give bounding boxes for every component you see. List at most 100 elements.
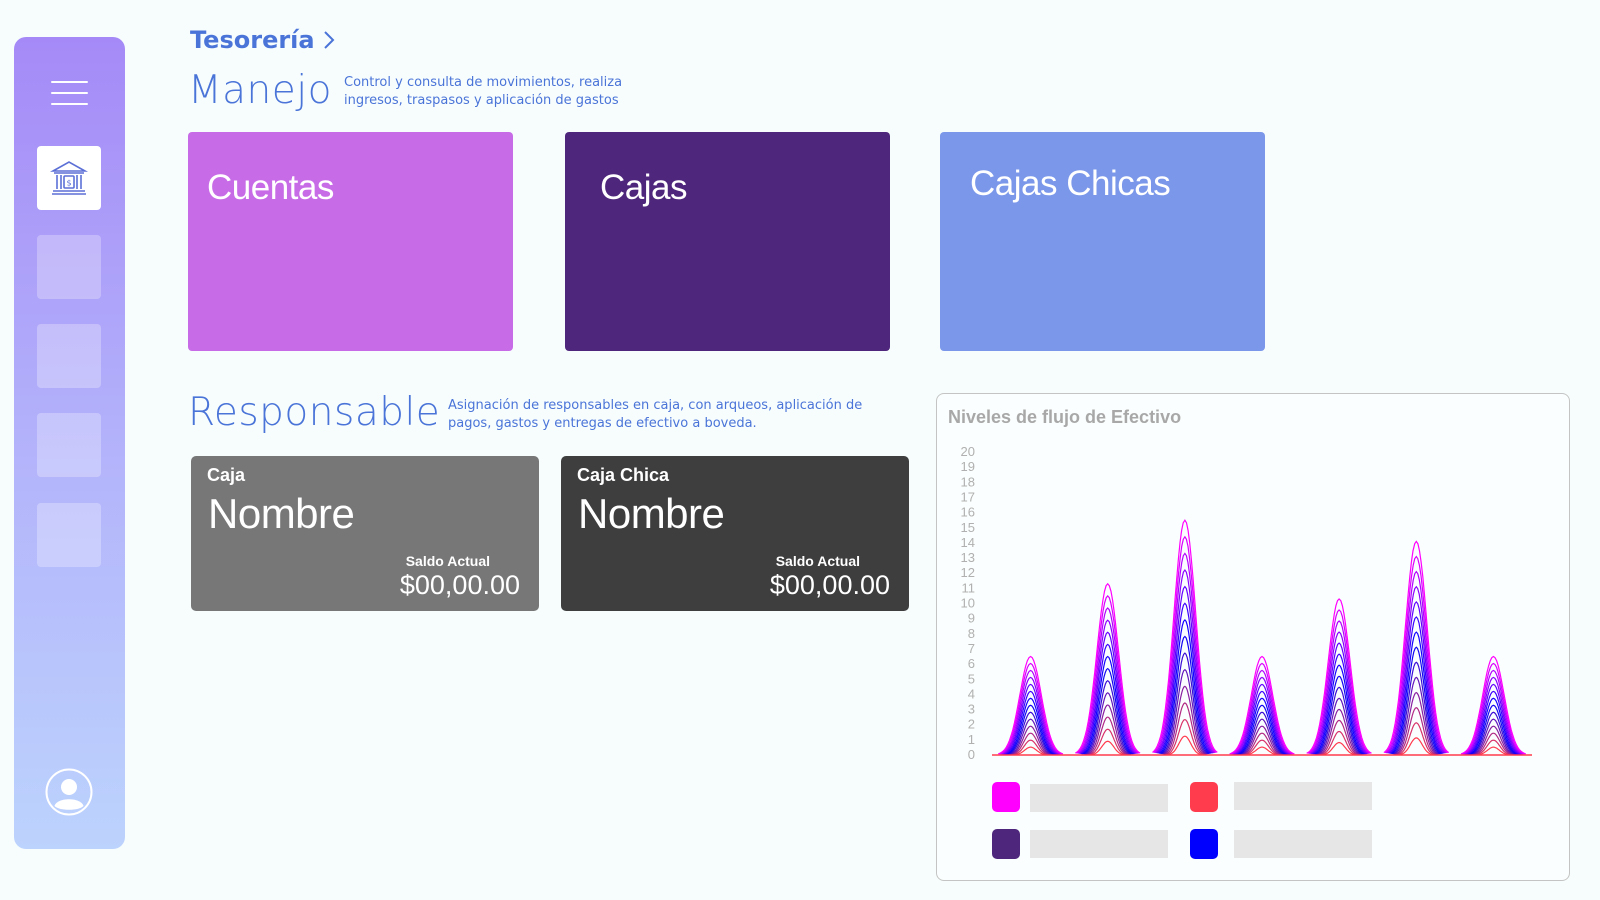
caja-chica-card-balance: $00,00.00 [769, 570, 890, 600]
legend-swatch-magenta [992, 782, 1020, 812]
chart-peak-layer [1473, 732, 1514, 756]
y-tick-label: 20 [961, 444, 975, 459]
chart-peak-layer [1164, 702, 1206, 755]
y-tick-label: 10 [961, 596, 975, 611]
chart-peak-layer [1074, 582, 1141, 754]
legend-swatch-red [1190, 782, 1218, 812]
chart-peak [1460, 655, 1527, 756]
chart-peak-layer [1243, 739, 1281, 756]
chart-peak-layer [1004, 697, 1057, 755]
chart-peak-layer [1469, 711, 1517, 756]
chart-peak-layer [1079, 631, 1136, 755]
sidebar-item-3[interactable] [37, 324, 101, 388]
user-avatar-icon[interactable] [45, 768, 93, 816]
caja-chica-card-balance-label: Saldo Actual [775, 553, 860, 569]
y-tick-label: 7 [968, 641, 975, 656]
y-tick-label: 18 [961, 474, 975, 489]
y-tick-label: 6 [968, 656, 975, 671]
chart-peak-layer [1089, 740, 1126, 756]
section-description-manejo: Control y consulta de movimientos, reali… [344, 75, 623, 108]
y-tick-label: 15 [961, 520, 975, 535]
chart-peak-layer [1393, 676, 1439, 755]
chevron-right-icon [323, 31, 335, 49]
breadcrumb[interactable]: Tesorería [190, 26, 335, 54]
caja-card[interactable]: Caja Nombre Saldo Actual $00,00.00 [191, 456, 539, 611]
chart-peak-layer [1390, 631, 1443, 755]
chart-peak-layer [1318, 719, 1360, 756]
chart-peak-layer [1166, 735, 1203, 756]
y-tick-label: 11 [962, 580, 976, 595]
chart-peak [997, 655, 1064, 756]
y-tick-label: 1 [968, 732, 975, 747]
chart-peak-layer [1088, 728, 1127, 756]
chart-peak-layer [1384, 555, 1448, 754]
cajas-chicas-card[interactable]: Cajas Chicas [940, 132, 1265, 351]
cajas-card-label: Cajas [600, 168, 687, 207]
y-tick-label: 13 [961, 550, 975, 565]
chart-peak-layer [1468, 704, 1519, 755]
chart-peak-layer [997, 655, 1064, 755]
chart-peak-layer [1237, 704, 1287, 755]
chart-peak-layer [1229, 655, 1295, 755]
chart-peak-layer [1085, 692, 1131, 755]
chart-peak-layer [1154, 552, 1216, 754]
chart-peak-layer [1156, 585, 1214, 754]
chart-peak-layer [1231, 669, 1293, 755]
chart-peak-layer [1086, 704, 1130, 755]
caja-card-balance-label: Saldo Actual [405, 553, 490, 569]
caja-chica-card[interactable]: Caja Chica Nombre Saldo Actual $00,00.00 [561, 456, 909, 611]
chart-peak-layer [1001, 676, 1060, 755]
chart-peak-layer [1233, 683, 1291, 755]
y-tick-label: 16 [961, 505, 975, 520]
legend-swatch-blue [1190, 829, 1218, 859]
chart-peak-layer [1383, 540, 1450, 754]
chart-peak-layer [1317, 708, 1361, 756]
caja-chica-card-type: Caja Chica [577, 465, 670, 485]
chart-peak-layer [1398, 737, 1435, 756]
y-tick-label: 12 [961, 565, 975, 580]
section-title-responsable: Responsable [188, 390, 441, 435]
chart-peak-layer [1385, 570, 1447, 754]
sidebar-item-2[interactable] [37, 235, 101, 299]
caja-card-type: Caja [207, 465, 246, 485]
chart-peak-layer [1397, 722, 1436, 756]
chart-peak [1306, 598, 1372, 756]
chart-peak-layer [1239, 718, 1285, 756]
chart-peak-layer [1082, 667, 1133, 755]
chart-peak-layer [1470, 718, 1516, 756]
chart-peak-layer [1467, 697, 1520, 755]
cuentas-card[interactable]: Cuentas [188, 132, 513, 351]
cajas-chicas-card-label: Cajas Chicas [970, 164, 1171, 203]
cuentas-card-label: Cuentas [207, 168, 334, 207]
sidebar-item-tesoreria[interactable]: $ [37, 146, 101, 210]
chart-peak-layer [1158, 618, 1211, 755]
chart-peak-layer [1087, 716, 1128, 756]
sidebar-item-4[interactable] [37, 413, 101, 477]
chart-peak-layer [1309, 631, 1369, 755]
bank-icon: $ [49, 161, 89, 195]
chart-peak-layer [1007, 711, 1055, 756]
y-tick-label: 9 [968, 611, 975, 626]
chart-peak-layer [1003, 690, 1058, 755]
chart-peak-layer [1389, 616, 1444, 755]
chart-peak-layer [1466, 690, 1521, 755]
y-tick-label: 3 [968, 702, 975, 717]
sidebar-item-5[interactable] [37, 503, 101, 567]
legend-label-placeholder [1030, 830, 1168, 858]
chart-peak-layer [1474, 739, 1513, 756]
svg-text:$: $ [66, 179, 71, 188]
chart-peak-layer [1394, 691, 1438, 755]
chart-peak-layer [1392, 661, 1440, 755]
y-tick-label: 14 [961, 535, 975, 550]
chart-peak-layer [1320, 730, 1359, 756]
chart-peak-layer [1475, 746, 1512, 756]
chart-peak-layer [1465, 683, 1522, 755]
chart-peak-layer [1011, 739, 1050, 756]
hamburger-menu-icon[interactable] [51, 81, 88, 107]
cajas-card[interactable]: Cajas [565, 132, 890, 351]
section-description-responsable: Asignación de responsables en caja, con … [448, 398, 863, 431]
chart-peak-layer [1076, 594, 1140, 754]
chart-peak-layer [1461, 662, 1525, 755]
